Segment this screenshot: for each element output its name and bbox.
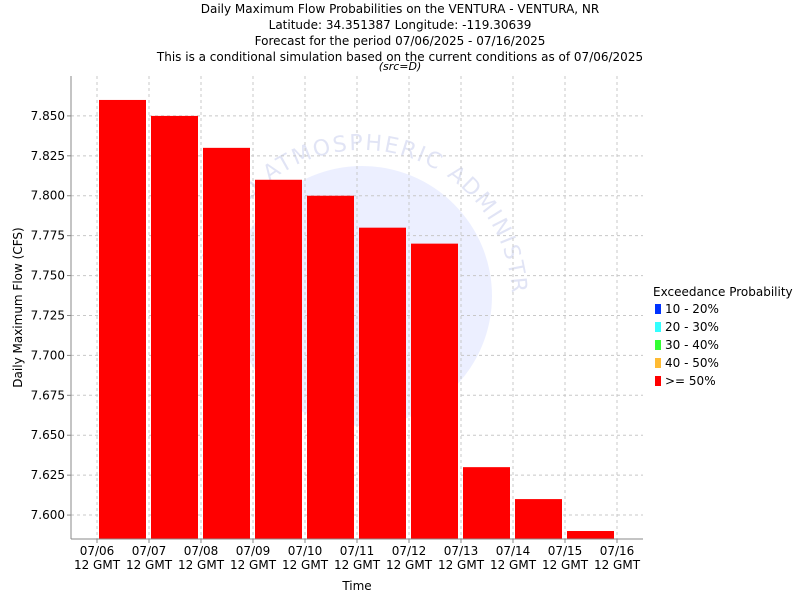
y-tick-label: 7.700 xyxy=(31,348,65,362)
x-tick-date: 07/13 xyxy=(444,544,479,558)
x-tick-time: 12 GMT xyxy=(386,558,433,572)
y-tick-label: 7.675 xyxy=(31,388,65,402)
chart-title: Daily Maximum Flow Probabilities on the … xyxy=(156,2,643,73)
y-tick-label: 7.650 xyxy=(31,428,65,442)
x-tick-date: 07/16 xyxy=(600,544,635,558)
x-tick-date: 07/15 xyxy=(548,544,583,558)
y-axis-label: Daily Maximum Flow (CFS) xyxy=(11,227,25,387)
y-axis-ticks: 7.600 7.625 7.650 7.675 7.700 7.725 7.750 7.775… xyxy=(31,109,71,522)
bar xyxy=(255,179,302,539)
legend-entry-label: >= 50% xyxy=(665,374,716,388)
y-tick-label: 7.775 xyxy=(31,229,65,243)
legend-entry-label: 10 - 20% xyxy=(665,302,719,316)
x-tick-time: 12 GMT xyxy=(126,558,173,572)
x-tick-time: 12 GMT xyxy=(282,558,329,572)
bar xyxy=(359,227,406,539)
bar xyxy=(151,115,198,540)
y-tick-label: 7.725 xyxy=(31,308,65,322)
bar xyxy=(99,99,146,539)
title-line-1: Daily Maximum Flow Probabilities on the … xyxy=(201,2,600,16)
bar xyxy=(463,467,510,539)
x-tick-time: 12 GMT xyxy=(438,558,485,572)
bar xyxy=(307,195,354,539)
legend-title: Exceedance Probability xyxy=(653,285,793,299)
x-tick-time: 12 GMT xyxy=(490,558,537,572)
bar xyxy=(203,147,250,539)
title-line-4: This is a conditional simulation based o… xyxy=(156,50,643,64)
x-tick-time: 12 GMT xyxy=(74,558,121,572)
x-tick-time: 12 GMT xyxy=(178,558,225,572)
x-tick-date: 07/09 xyxy=(236,544,271,558)
legend-entry-label: 40 - 50% xyxy=(665,356,719,370)
legend: Exceedance Probability 10 - 20% 20 - 30% 3… xyxy=(653,285,793,388)
chart-subtitle: (src=D) xyxy=(379,60,422,73)
bar xyxy=(515,499,562,539)
x-tick-date: 07/11 xyxy=(340,544,375,558)
x-tick-time: 12 GMT xyxy=(334,558,381,572)
x-tick-date: 07/12 xyxy=(392,544,427,558)
x-tick-date: 07/08 xyxy=(184,544,219,558)
legend-entry-label: 30 - 40% xyxy=(665,338,719,352)
title-line-2: Latitude: 34.351387 Longitude: -119.3063… xyxy=(269,18,532,32)
bar-series xyxy=(99,99,614,540)
x-tick-date: 07/07 xyxy=(132,544,167,558)
x-tick-date: 07/10 xyxy=(288,544,323,558)
y-tick-label: 7.600 xyxy=(31,508,65,522)
bar xyxy=(567,531,614,539)
legend-swatch xyxy=(655,322,661,332)
x-tick-time: 12 GMT xyxy=(594,558,641,572)
title-line-3: Forecast for the period 07/06/2025 - 07/… xyxy=(255,34,546,48)
legend-entry-label: 20 - 30% xyxy=(665,320,719,334)
x-tick-date: 07/14 xyxy=(496,544,531,558)
y-tick-label: 7.825 xyxy=(31,149,65,163)
x-tick-time: 12 GMT xyxy=(230,558,277,572)
legend-swatch xyxy=(655,340,661,350)
vertical-gridlines xyxy=(96,76,618,539)
y-tick-label: 7.850 xyxy=(31,109,65,123)
plot-area: 7.600 7.625 7.650 7.675 7.700 7.725 7.750 7.775… xyxy=(31,76,643,572)
legend-swatch xyxy=(655,304,661,314)
legend-swatch xyxy=(655,358,661,368)
x-tick-time: 12 GMT xyxy=(542,558,589,572)
legend-swatch xyxy=(655,376,661,386)
y-tick-label: 7.750 xyxy=(31,269,65,283)
x-axis-label: Time xyxy=(341,579,371,593)
y-tick-label: 7.800 xyxy=(31,189,65,203)
bar xyxy=(411,243,458,539)
y-tick-label: 7.625 xyxy=(31,468,65,482)
x-tick-date: 07/06 xyxy=(80,544,115,558)
